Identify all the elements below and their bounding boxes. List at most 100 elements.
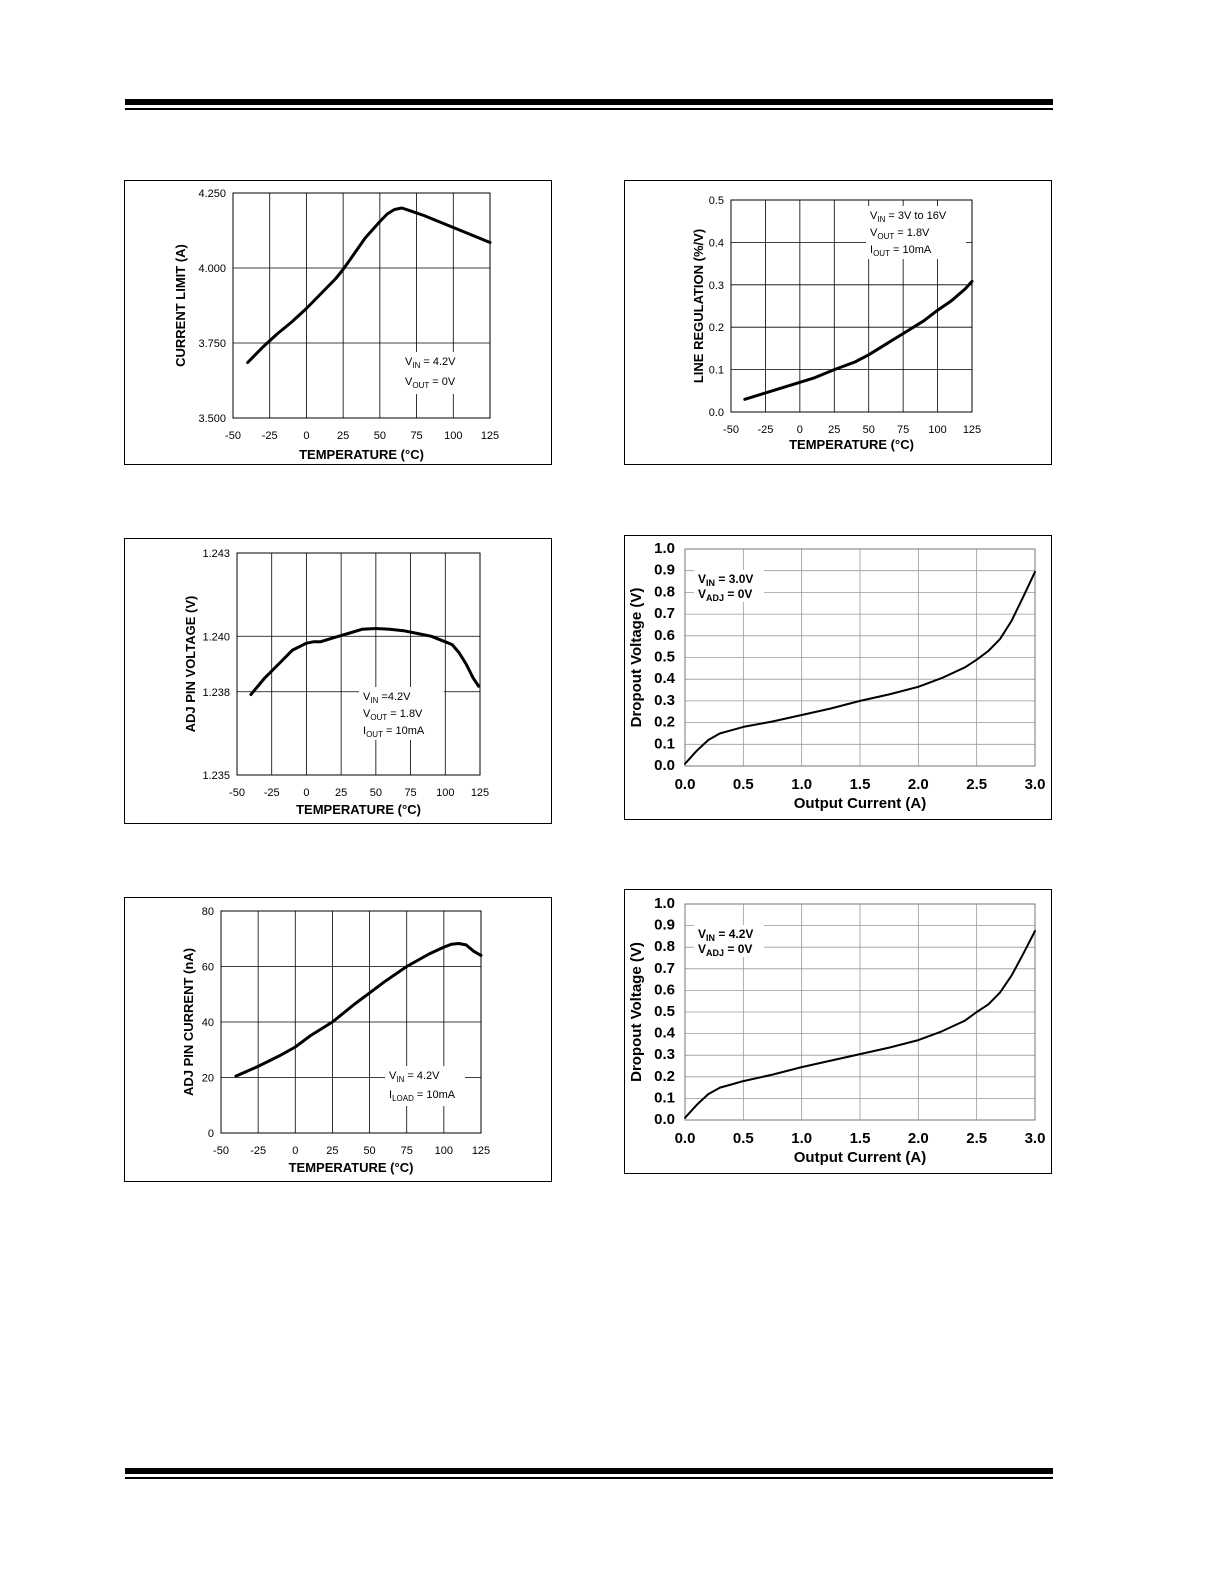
x-tick-label: 25 xyxy=(828,424,840,436)
x-tick-label: 2.5 xyxy=(966,1130,987,1147)
x-tick-label: 100 xyxy=(444,430,462,442)
annotation-label: VOUT = 0V xyxy=(405,376,456,390)
y-axis-title: LINE REGULATION (%/V) xyxy=(691,229,706,383)
y-tick-label: 1.240 xyxy=(202,631,230,643)
annotation-label: VIN = 3.0V xyxy=(698,572,753,588)
annotation-label: IOUT = 10mA xyxy=(870,244,932,258)
y-tick-label: 0.5 xyxy=(709,195,724,207)
x-tick-label: 1.0 xyxy=(791,1130,812,1147)
y-tick-label: 4.000 xyxy=(198,263,226,275)
data-series-line xyxy=(246,206,492,364)
y-axis-title: Dropout Voltage (V) xyxy=(628,588,645,728)
plot-frame xyxy=(684,903,1036,1121)
y-tick-label: 0.6 xyxy=(654,981,675,998)
x-tick-label: -25 xyxy=(262,430,278,442)
y-tick-label: 0.9 xyxy=(654,562,675,579)
x-tick-label: 0 xyxy=(303,430,309,442)
x-tick-label: 25 xyxy=(337,430,349,442)
annotation-label: IOUT = 10mA xyxy=(363,725,425,739)
plot-frame xyxy=(684,548,1036,767)
x-tick-label: 2.0 xyxy=(908,1130,929,1147)
x-tick-label: 75 xyxy=(410,430,422,442)
x-tick-label: 1.5 xyxy=(850,1130,871,1147)
x-tick-label: -50 xyxy=(213,1145,229,1157)
x-tick-label: -50 xyxy=(229,787,245,799)
x-axis-title: TEMPERATURE (°C) xyxy=(296,802,421,817)
x-tick-label: 3.0 xyxy=(1025,776,1046,793)
x-tick-label: 0.0 xyxy=(675,1130,696,1147)
x-tick-label: 1.5 xyxy=(850,776,871,793)
annotation-label: ILOAD = 10mA xyxy=(389,1089,456,1103)
y-tick-label: 0.3 xyxy=(709,280,724,292)
plot-frame xyxy=(236,552,481,776)
x-axis-title: TEMPERATURE (°C) xyxy=(299,447,424,462)
y-tick-label: 0.2 xyxy=(709,322,724,334)
annotation-label: VOUT = 1.8V xyxy=(363,708,423,722)
x-tick-label: 125 xyxy=(471,787,489,799)
x-tick-label: -50 xyxy=(723,424,739,436)
y-tick-label: 0 xyxy=(208,1128,214,1140)
x-tick-label: 0.5 xyxy=(733,776,754,793)
y-tick-label: 1.235 xyxy=(202,770,230,782)
x-tick-label: 75 xyxy=(401,1145,413,1157)
y-tick-label: 0.7 xyxy=(654,960,675,977)
x-tick-label: 100 xyxy=(436,787,454,799)
x-tick-label: 0.5 xyxy=(733,1130,754,1147)
data-series-line xyxy=(684,930,1036,1119)
x-tick-label: 25 xyxy=(326,1145,338,1157)
y-tick-label: 3.500 xyxy=(198,413,226,425)
annotation-label: VADJ = 0V xyxy=(698,587,752,603)
y-tick-label: 0.1 xyxy=(709,365,724,377)
data-series-line xyxy=(234,942,483,1078)
annotation-label: VADJ = 0V xyxy=(698,942,752,958)
annotation-background xyxy=(694,925,764,957)
x-tick-label: -25 xyxy=(757,424,773,436)
y-tick-label: 0.5 xyxy=(654,1003,675,1020)
x-tick-label: 25 xyxy=(335,787,347,799)
y-tick-label: 1.243 xyxy=(202,548,230,560)
y-tick-label: 1.0 xyxy=(654,540,675,557)
chart-adj-pin-current: -50 -25 0 25 50 75 100 125 0 20 40 60 80 TEMPERATURE … xyxy=(124,897,552,1182)
plot-frame xyxy=(232,192,491,419)
y-tick-label: 0.6 xyxy=(654,627,675,644)
x-tick-label: 50 xyxy=(374,430,386,442)
y-tick-label: 3.750 xyxy=(198,338,226,350)
y-tick-label: 0.9 xyxy=(654,917,675,934)
x-tick-label: 50 xyxy=(363,1145,375,1157)
dropout-4v2-plot: 0.0 0.5 1.0 1.5 2.0 2.5 3.0 0.0 0.1 0.2 0.3 0.4 0.5 0… xyxy=(628,895,1045,1166)
y-tick-label: 0.8 xyxy=(654,938,675,955)
y-tick-label: 1.238 xyxy=(202,687,230,699)
annotation-label: VIN = 4.2V xyxy=(698,927,753,943)
plot-frame xyxy=(220,910,482,1134)
x-axis-title: TEMPERATURE (°C) xyxy=(789,437,914,452)
grid xyxy=(236,552,481,776)
adj-pin-current-plot: -50 -25 0 25 50 75 100 125 0 20 40 60 80 TEMPERATURE … xyxy=(181,906,490,1175)
data-series-line xyxy=(684,570,1036,765)
annotation-label: VOUT = 1.8V xyxy=(870,227,930,241)
y-axis-title: ADJ PIN VOLTAGE (V) xyxy=(183,596,198,733)
y-tick-label: 0.4 xyxy=(654,1025,676,1042)
annotation-label: VIN = 3V to 16V xyxy=(870,210,947,224)
x-tick-label: -50 xyxy=(225,430,241,442)
y-tick-label: 0.1 xyxy=(654,1089,675,1106)
x-tick-label: -25 xyxy=(264,787,280,799)
annotation-label: VIN = 4.2V xyxy=(389,1070,440,1084)
y-tick-label: 0.3 xyxy=(654,692,675,709)
x-axis-title: Output Current (A) xyxy=(794,795,926,812)
footer-rule-thin xyxy=(125,1477,1053,1479)
y-tick-label: 4.250 xyxy=(198,188,226,200)
y-tick-label: 0.2 xyxy=(654,1068,675,1085)
x-tick-label: 50 xyxy=(863,424,875,436)
y-tick-label: 40 xyxy=(202,1017,214,1029)
x-tick-label: 50 xyxy=(370,787,382,799)
y-tick-label: 0.0 xyxy=(709,407,724,419)
x-tick-label: 100 xyxy=(928,424,946,436)
x-tick-label: 75 xyxy=(897,424,909,436)
annotation-label: VIN = 4.2V xyxy=(405,356,456,370)
annotation-background xyxy=(401,352,481,394)
y-tick-label: 0.4 xyxy=(654,670,676,687)
line-regulation-plot: -50 -25 0 25 50 75 100 125 0.0 0.1 0.2 0.3 0.4 0.5 TEM… xyxy=(691,195,981,452)
x-tick-label: 75 xyxy=(404,787,416,799)
annotation-background xyxy=(866,206,966,259)
data-series-line xyxy=(743,279,974,401)
